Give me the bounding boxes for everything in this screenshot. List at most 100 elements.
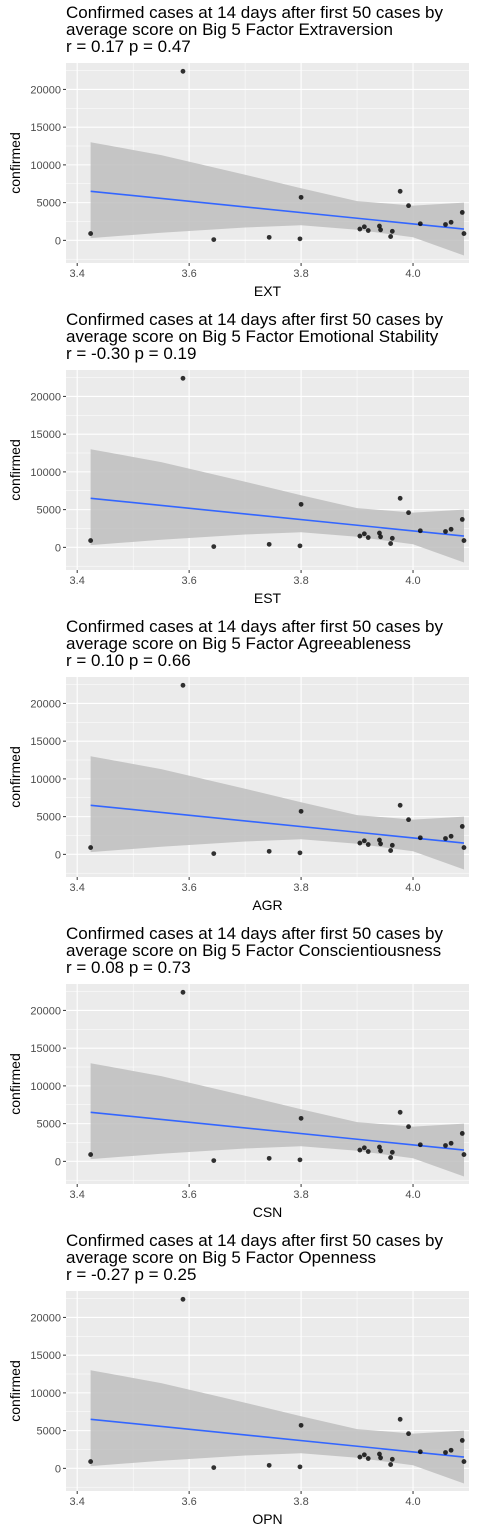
scatter-plot-agr: 3.4 3.6 3.8 4.0 0 5000 10000 15000 20000 AGR confi… — [7, 677, 469, 913]
data-point — [180, 1296, 186, 1302]
data-point — [443, 1450, 448, 1455]
y-tick-label: 15000 — [30, 1043, 61, 1055]
data-point — [459, 517, 465, 522]
data-point — [459, 1131, 465, 1136]
data-point — [365, 1456, 371, 1461]
y-tick-label: 0 — [55, 849, 61, 861]
data-point — [443, 1143, 448, 1148]
x-axis-label: AGR — [252, 897, 282, 913]
x-axis-label: CSN — [253, 1204, 283, 1220]
confidence-band — [90, 449, 464, 563]
scatter-plot-opn: 3.4 3.6 3.8 4.0 0 5000 10000 15000 20000 OPN confi… — [7, 1291, 469, 1527]
x-tick-label: 4.0 — [405, 268, 420, 280]
data-point — [443, 529, 448, 534]
scatter-plot-ext: 3.4 3.6 3.8 4.0 0 5000 10000 15000 20000 EXT confi… — [7, 63, 469, 299]
data-point — [417, 1449, 423, 1455]
data-point — [377, 1144, 382, 1150]
data-point — [357, 226, 363, 232]
x-tick-label: 3.6 — [181, 882, 196, 894]
y-tick-label: 0 — [55, 235, 61, 247]
data-point — [461, 538, 467, 543]
data-point — [388, 1155, 394, 1160]
x-tick-label: 3.4 — [70, 882, 85, 894]
y-tick-label: 10000 — [30, 774, 61, 786]
data-point — [357, 1454, 363, 1460]
y-axis-label: confirmed — [7, 1053, 23, 1114]
data-point — [298, 1115, 304, 1121]
chart-subtitle: average score on Big 5 Factor Emotional … — [66, 327, 439, 346]
data-point — [88, 1459, 94, 1464]
data-point — [180, 989, 186, 995]
chart-subtitle: average score on Big 5 Factor Agreeablen… — [66, 634, 411, 653]
x-tick-label: 4.0 — [405, 1496, 420, 1508]
data-point — [389, 842, 395, 848]
data-point — [397, 495, 403, 501]
data-point — [461, 231, 467, 236]
data-point — [361, 224, 367, 230]
data-point — [459, 1438, 465, 1443]
y-tick-label: 5000 — [37, 812, 61, 824]
y-tick-label: 10000 — [30, 467, 61, 479]
y-tick-label: 5000 — [37, 505, 61, 517]
data-point — [377, 1451, 382, 1457]
confidence-band — [90, 1370, 464, 1484]
x-tick-label: 3.8 — [293, 575, 308, 587]
y-axis-label: confirmed — [7, 1360, 23, 1421]
regression-line — [90, 497, 465, 537]
x-tick-label: 4.0 — [405, 575, 420, 587]
confidence-band — [90, 142, 464, 256]
chart-panel-csn: Confirmed cases at 14 days after first 5… — [0, 921, 480, 1228]
y-axis-label: confirmed — [7, 746, 23, 807]
x-tick-label: 3.8 — [293, 268, 308, 280]
chart-title-block: Confirmed cases at 14 days after first 5… — [66, 1232, 476, 1283]
y-tick-label: 5000 — [37, 1426, 61, 1438]
data-point — [461, 845, 467, 850]
data-point — [417, 835, 423, 841]
data-point — [397, 1109, 403, 1115]
y-axis-label: confirmed — [7, 132, 23, 193]
data-point — [406, 510, 411, 516]
chart-title: Confirmed cases at 14 days after first 5… — [66, 1231, 444, 1250]
data-point — [180, 682, 186, 688]
y-tick-label: 10000 — [30, 1388, 61, 1400]
chart-title: Confirmed cases at 14 days after first 5… — [66, 3, 444, 22]
confidence-band — [90, 756, 464, 870]
data-point — [357, 533, 363, 539]
data-point — [361, 531, 367, 537]
data-point — [417, 528, 423, 534]
data-point — [389, 228, 395, 234]
chart-title-block: Confirmed cases at 14 days after first 5… — [66, 618, 476, 669]
data-point — [397, 188, 403, 194]
data-point — [365, 535, 371, 540]
scatter-plot-csn: 3.4 3.6 3.8 4.0 0 5000 10000 15000 20000 CSN confi… — [7, 984, 469, 1220]
data-point — [365, 842, 371, 847]
chart-title-block: Confirmed cases at 14 days after first 5… — [66, 4, 476, 55]
y-tick-label: 0 — [55, 1156, 61, 1168]
y-tick-label: 20000 — [30, 84, 61, 96]
data-point — [297, 543, 303, 549]
chart-title: Confirmed cases at 14 days after first 5… — [66, 924, 444, 943]
x-tick-label: 3.4 — [70, 1189, 85, 1201]
data-point — [88, 1152, 94, 1157]
data-point — [448, 1140, 454, 1146]
data-point — [443, 222, 448, 227]
data-point — [88, 845, 94, 850]
chart-subtitle: average score on Big 5 Factor Openness — [66, 1248, 376, 1267]
data-point — [88, 231, 94, 236]
y-tick-label: 20000 — [30, 1312, 61, 1324]
data-point — [211, 544, 217, 550]
y-tick-label: 20000 — [30, 1005, 61, 1017]
confidence-band — [90, 1063, 464, 1177]
y-axis-label: confirmed — [7, 439, 23, 500]
data-point — [459, 210, 465, 215]
data-point — [266, 1155, 272, 1161]
data-point — [298, 1422, 304, 1428]
chart-stat-label: r = 0.10 p = 0.66 — [66, 651, 191, 670]
chart-stat-label: r = -0.30 p = 0.19 — [66, 344, 197, 363]
data-point — [266, 1462, 272, 1468]
y-tick-label: 10000 — [30, 160, 61, 172]
chart-subtitle: average score on Big 5 Factor Extraversi… — [66, 20, 393, 39]
x-tick-label: 3.4 — [70, 1496, 85, 1508]
x-axis-label: OPN — [252, 1511, 282, 1527]
data-point — [211, 851, 217, 857]
